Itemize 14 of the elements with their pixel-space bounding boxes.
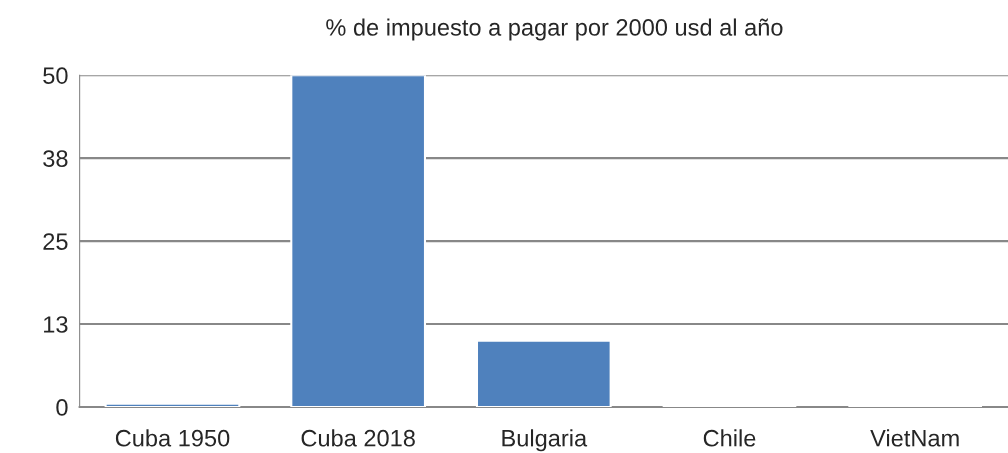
y-tick-label: 13 — [44, 316, 68, 333]
x-tick-label: Bulgaria — [502, 429, 588, 452]
y-tick-label: 0 — [56, 399, 68, 416]
y-tick-label: 50 — [43, 67, 68, 84]
x-tick-label: Chile — [703, 429, 756, 447]
chart-title: % de impuesto a pagar por 2000 usd al año — [326, 18, 783, 41]
y-tick-label: 25 — [43, 233, 68, 250]
bar — [290, 75, 427, 408]
bar — [104, 402, 241, 408]
bar — [475, 339, 612, 408]
x-tick-label: Cuba 2018 — [301, 429, 415, 447]
x-tick-label: VietNam — [870, 429, 959, 447]
x-tick-label: Cuba 1950 — [115, 429, 230, 447]
y-tick-label: 38 — [43, 150, 68, 167]
